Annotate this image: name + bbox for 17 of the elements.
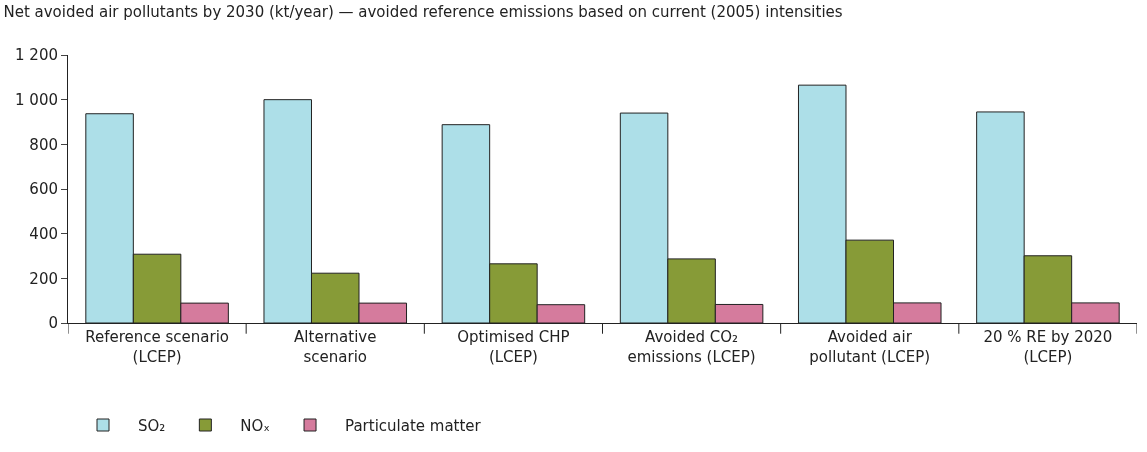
y-tick-label: 1 000 [15, 90, 58, 109]
y-tick-label: 0 [48, 314, 58, 333]
chart-title: Net avoided air pollutants by 2030 (kt/year) — avoided reference emissions based on current (2005) intensities [3, 3, 843, 22]
x-tick-label: Avoided CO₂ emissions (LCEP) [627, 328, 756, 366]
legend-label: NOₓ [240, 416, 271, 435]
x-tick-label: Alternative scenario [294, 328, 377, 366]
y-tick-label: 800 [29, 135, 58, 154]
y-tick-label: 200 [29, 269, 58, 288]
x-tick-label: 20 % RE by 2020 (LCEP) [983, 328, 1113, 366]
legend-label: Particulate matter [345, 416, 482, 435]
x-tick-label: Reference scenario (LCEP) [85, 328, 229, 366]
x-tick-label: Avoided air pollutant (LCEP) [809, 328, 931, 366]
y-tick-label: 400 [29, 224, 58, 243]
x-tick-label: Optimised CHP (LCEP) [457, 328, 570, 366]
y-tick-label: 600 [29, 180, 58, 199]
y-tick-label: 1 200 [15, 46, 58, 65]
legend-label: SO₂ [138, 416, 166, 435]
